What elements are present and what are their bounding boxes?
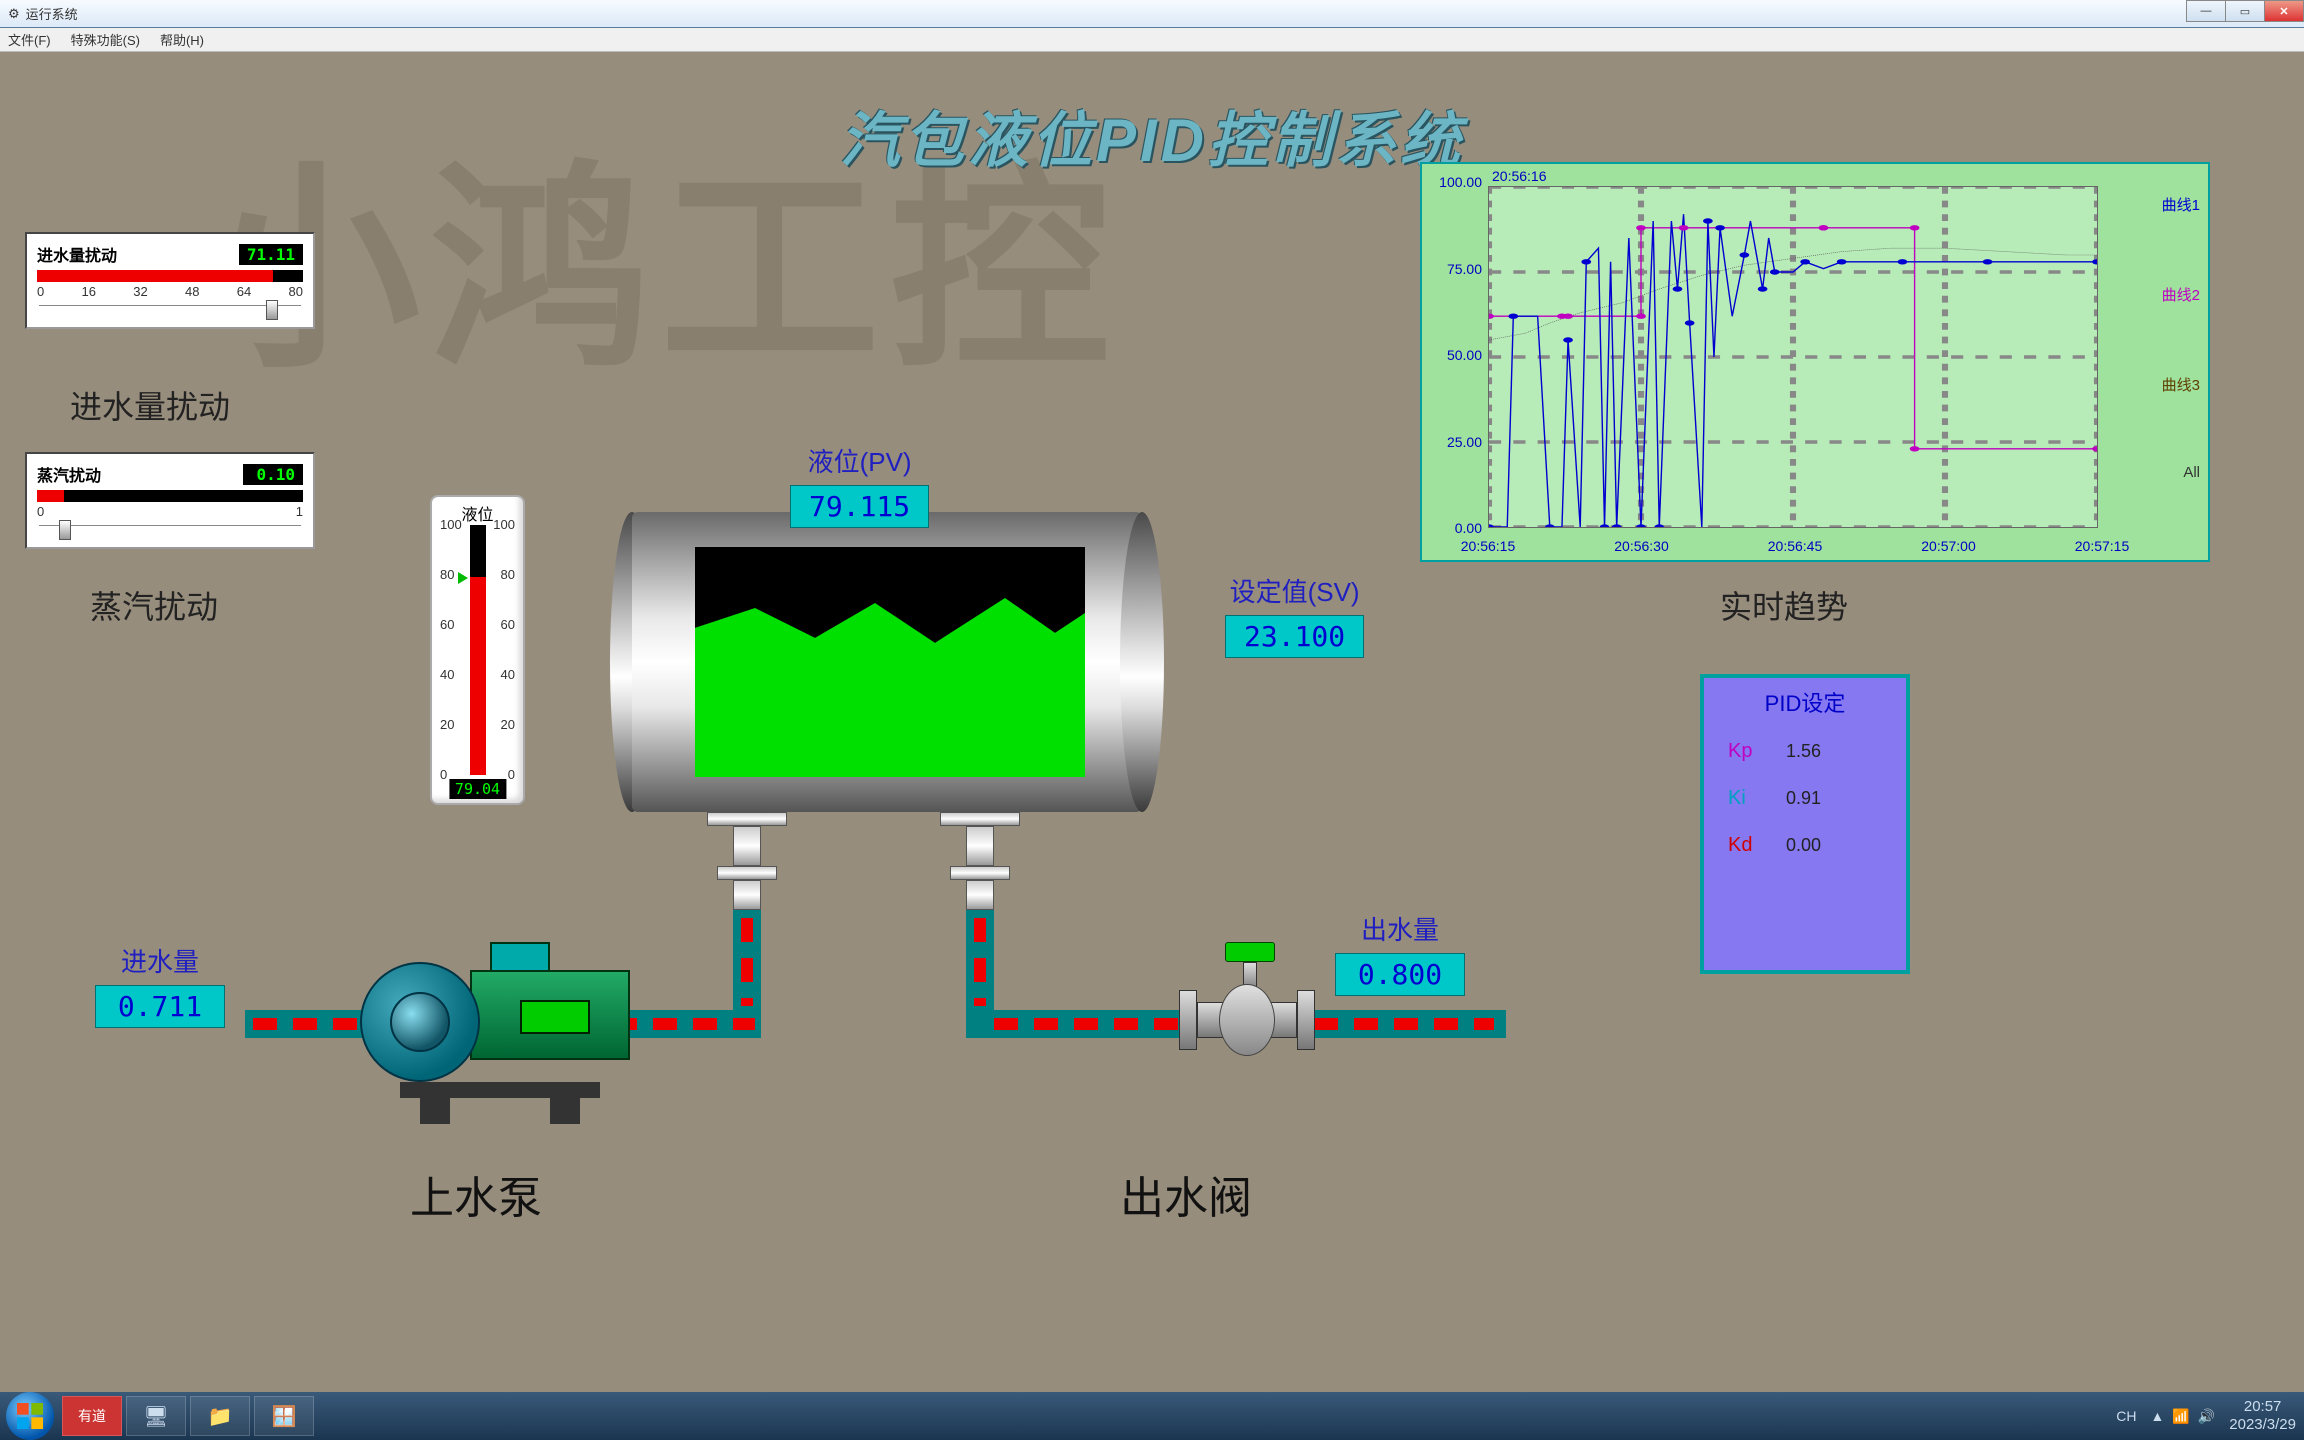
inflow-disturb-bar — [37, 270, 303, 282]
minimize-button[interactable]: — — [2186, 0, 2226, 22]
pv-value: 79.115 — [790, 485, 929, 528]
menu-bar: 文件(F) 特殊功能(S) 帮助(H) — [0, 28, 2304, 52]
outflow-label: 出水量 — [1361, 910, 1439, 947]
task-item[interactable]: 📁 — [190, 1396, 250, 1436]
task-item[interactable]: 有道 — [62, 1396, 122, 1436]
steam-disturb-panel: 蒸汽扰动 0.10 01 — [25, 452, 315, 549]
window-title: 运行系统 — [26, 4, 78, 23]
inflow-label: 进水量 — [121, 942, 199, 979]
inflow-disturb-ticks: 01632486480 — [37, 284, 303, 299]
level-gauge: 液位 100806040200100806040200 79.04 — [430, 495, 525, 805]
tray-date: 2023/3/29 — [2229, 1416, 2296, 1434]
slider-thumb[interactable] — [266, 300, 278, 320]
trend-timestamp: 20:56:16 — [1492, 168, 1547, 184]
sv-value: 23.100 — [1225, 615, 1364, 658]
pid-param: Ki — [1728, 787, 1768, 810]
inflow-disturb-panel: 进水量扰动 71.11 01632486480 — [25, 232, 315, 329]
taskbar: 有道🖥📁🪟 CH ▲ 📶 🔊 20:57 2023/3/29 — [0, 1392, 2304, 1440]
menu-special[interactable]: 特殊功能(S) — [71, 30, 140, 49]
outflow-value: 0.800 — [1335, 953, 1465, 996]
tray-icon[interactable]: 🔊 — [2198, 1408, 2215, 1424]
steam-disturb-value: 0.10 — [243, 464, 303, 485]
legend-item: All — [2183, 464, 2200, 481]
steam-disturb-ticks: 01 — [37, 504, 303, 519]
inflow-disturb-slider[interactable] — [39, 305, 301, 321]
legend-item: 曲线3 — [2162, 374, 2200, 395]
trend-plot-area — [1488, 186, 2098, 528]
pid-param: Kp — [1728, 740, 1768, 763]
ime-indicator[interactable]: CH — [2116, 1408, 2136, 1424]
outlet-valve[interactable] — [1175, 942, 1315, 1062]
pipe-dash-v-left — [741, 918, 753, 1006]
steam-disturb-slider[interactable] — [39, 525, 301, 541]
tray-icon[interactable]: ▲ — [2151, 1408, 2165, 1424]
inflow-disturb-caption: 进水量扰动 — [70, 382, 230, 428]
system-tray: CH ▲ 📶 🔊 20:57 2023/3/29 — [2116, 1398, 2296, 1434]
maximize-button[interactable]: ▭ — [2225, 0, 2265, 22]
pid-value[interactable]: 0.00 — [1786, 835, 1821, 856]
sv-label: 设定值(SV) — [1230, 572, 1360, 609]
feed-pump — [360, 952, 620, 1132]
pid-row: Kd 0.00 — [1704, 822, 1906, 869]
legend-item: 曲线1 — [2162, 194, 2200, 215]
steam-disturb-bar — [37, 490, 303, 502]
legend-item: 曲线2 — [2162, 284, 2200, 305]
pump-caption: 上水泵 — [410, 1162, 542, 1226]
inflow-disturb-value: 71.11 — [239, 244, 303, 265]
gauge-value: 79.04 — [449, 779, 506, 799]
pid-title: PID设定 — [1704, 678, 1906, 728]
pid-param: Kd — [1728, 834, 1768, 857]
menu-help[interactable]: 帮助(H) — [160, 30, 204, 49]
inflow-box: 进水量 0.711 — [95, 942, 225, 1028]
app-icon: ⚙ — [8, 6, 20, 22]
sv-box: 设定值(SV) 23.100 — [1225, 572, 1364, 658]
pipe-dash-v-right — [974, 918, 986, 1006]
pid-panel: PID设定 Kp 1.56 Ki 0.91 Kd 0.00 — [1700, 674, 1910, 974]
task-item[interactable]: 🪟 — [254, 1396, 314, 1436]
pid-value[interactable]: 1.56 — [1786, 741, 1821, 762]
menu-file[interactable]: 文件(F) — [8, 30, 51, 49]
tray-time: 20:57 — [2229, 1398, 2296, 1416]
valve-caption: 出水阀 — [1120, 1162, 1252, 1226]
tray-icon[interactable]: 📶 — [2172, 1408, 2189, 1424]
hmi-canvas: 小鸿工控 汽包液位PID控制系统 进水量扰动 71.11 01632486480… — [0, 52, 2304, 1392]
steam-disturb-label: 蒸汽扰动 — [37, 462, 101, 486]
window-titlebar: ⚙ 运行系统 — ▭ ✕ — [0, 0, 2304, 28]
gauge-pointer — [458, 572, 468, 584]
trend-caption: 实时趋势 — [1720, 582, 1848, 628]
outflow-box: 出水量 0.800 — [1335, 910, 1465, 996]
tank-window — [695, 547, 1085, 777]
pid-value[interactable]: 0.91 — [1786, 788, 1821, 809]
start-button[interactable] — [6, 1392, 54, 1440]
pid-row: Kp 1.56 — [1704, 728, 1906, 775]
close-button[interactable]: ✕ — [2264, 0, 2304, 22]
inflow-value: 0.711 — [95, 985, 225, 1028]
pid-row: Ki 0.91 — [1704, 775, 1906, 822]
task-item[interactable]: 🖥 — [126, 1396, 186, 1436]
tank-fitting-left — [707, 812, 787, 910]
slider-thumb[interactable] — [59, 520, 71, 540]
page-title: 汽包液位PID控制系统 — [840, 92, 1464, 179]
tank-fitting-right — [940, 812, 1020, 910]
inflow-disturb-label: 进水量扰动 — [37, 242, 117, 266]
trend-chart: 20:56:16 100.0075.0050.0025.000.00 20:56… — [1420, 162, 2210, 562]
gauge-fill — [470, 577, 486, 775]
pv-box: 液位(PV) 79.115 — [790, 442, 929, 528]
pv-label: 液位(PV) — [808, 442, 912, 479]
steam-disturb-caption: 蒸汽扰动 — [90, 582, 218, 628]
tank-right-cap — [1120, 512, 1164, 812]
